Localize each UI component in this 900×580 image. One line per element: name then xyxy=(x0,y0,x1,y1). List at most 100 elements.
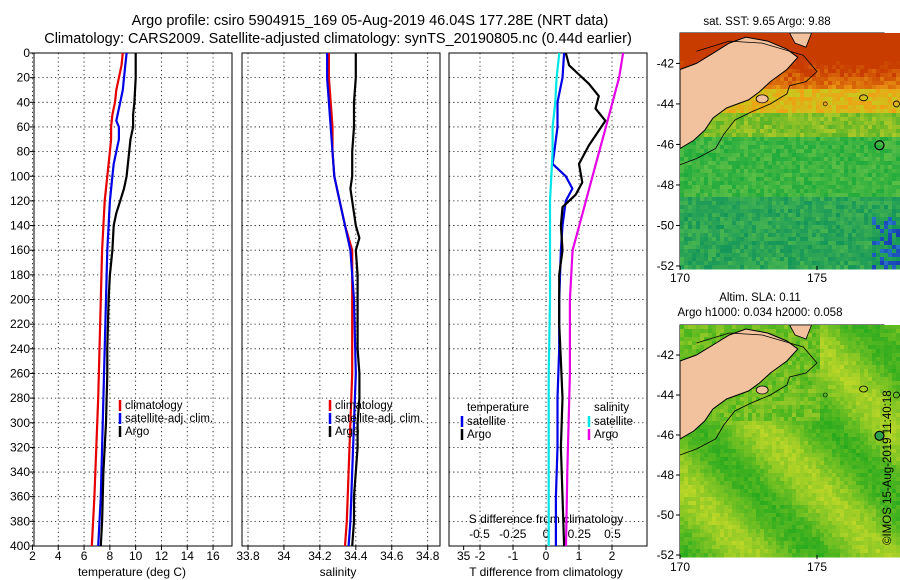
map-cell xyxy=(708,257,713,262)
map-cell xyxy=(712,245,717,250)
map-cell xyxy=(792,217,797,222)
map-cell xyxy=(872,249,877,254)
map-cell xyxy=(728,261,733,266)
map-cell xyxy=(812,165,817,170)
map-cell xyxy=(776,209,781,214)
map-cell xyxy=(692,161,697,166)
map-cell xyxy=(868,189,873,194)
map-cell xyxy=(832,229,837,234)
map-cell xyxy=(748,97,753,102)
map-cell xyxy=(684,37,689,42)
map-cell xyxy=(824,349,829,354)
map-cell xyxy=(848,37,853,42)
map-cell xyxy=(888,85,893,90)
map-cell xyxy=(844,249,849,254)
map-cell xyxy=(716,233,721,238)
map-cell xyxy=(808,349,813,354)
map-cell xyxy=(872,77,877,82)
map-cell xyxy=(700,257,705,262)
map-cell xyxy=(756,129,761,134)
map-cell xyxy=(688,237,693,242)
map-cell xyxy=(784,37,789,42)
map-cell xyxy=(892,225,897,230)
map-cell xyxy=(776,237,781,242)
map-cell xyxy=(832,141,837,146)
map-cell xyxy=(752,213,757,218)
map-cell xyxy=(784,217,789,222)
map-cell xyxy=(684,217,689,222)
map-cell xyxy=(872,125,877,130)
map-cell xyxy=(696,193,701,198)
map-cell xyxy=(736,225,741,230)
map-cell xyxy=(776,325,781,330)
map-cell xyxy=(880,57,885,62)
map-cell xyxy=(824,193,829,198)
map-cell xyxy=(800,81,805,86)
map-cell xyxy=(876,69,881,74)
map-cell xyxy=(704,329,709,334)
map-cell xyxy=(884,253,889,258)
map-cell xyxy=(784,145,789,150)
map-cell xyxy=(736,169,741,174)
map-cell xyxy=(856,221,861,226)
map-cell xyxy=(880,257,885,262)
map-cell xyxy=(792,185,797,190)
map-cell xyxy=(752,229,757,234)
map-cell xyxy=(816,49,821,54)
map-cell xyxy=(704,173,709,178)
temp-x-tick-label: 14 xyxy=(181,549,195,563)
map-cell xyxy=(888,197,893,202)
map-cell xyxy=(848,57,853,62)
map-cell xyxy=(872,61,877,66)
map-cell xyxy=(736,181,741,186)
map-cell xyxy=(808,341,813,346)
map-cell xyxy=(744,217,749,222)
map-cell xyxy=(716,177,721,182)
map-cell xyxy=(848,109,853,114)
map-cell xyxy=(820,125,825,130)
map-cell xyxy=(800,217,805,222)
map-cell xyxy=(860,353,865,358)
map-cell xyxy=(880,249,885,254)
map-cell xyxy=(728,137,733,142)
map-cell xyxy=(852,149,857,154)
map-cell xyxy=(896,65,900,70)
map-cell xyxy=(868,101,873,106)
sal-x-tick-label: 34 xyxy=(277,549,291,563)
map-cell xyxy=(808,265,813,270)
map-cell xyxy=(708,129,713,134)
map-cell xyxy=(788,245,793,250)
map-cell xyxy=(716,261,721,266)
map-cell xyxy=(856,325,861,330)
map-cell xyxy=(820,325,825,330)
map-cell xyxy=(772,245,777,250)
map-cell xyxy=(732,177,737,182)
map-cell xyxy=(804,173,809,178)
map-cell xyxy=(840,101,845,106)
map-cell xyxy=(828,97,833,102)
map-cell xyxy=(740,217,745,222)
map-cell xyxy=(792,253,797,258)
map-cell xyxy=(820,209,825,214)
map-cell xyxy=(836,329,841,334)
map-cell xyxy=(808,225,813,230)
map-cell xyxy=(764,153,769,158)
map-cell xyxy=(708,41,713,46)
map-cell xyxy=(884,357,889,362)
map-cell xyxy=(816,193,821,198)
map-cell xyxy=(756,33,761,38)
map-cell xyxy=(884,93,889,98)
map-cell xyxy=(684,169,689,174)
map-cell xyxy=(816,105,821,110)
map-cell xyxy=(684,253,689,258)
map-cell xyxy=(872,121,877,126)
map-cell xyxy=(848,177,853,182)
map-cell xyxy=(860,197,865,202)
map-cell xyxy=(876,145,881,150)
map-cell xyxy=(820,113,825,118)
map-cell xyxy=(868,141,873,146)
map-cell xyxy=(852,97,857,102)
map-cell xyxy=(828,41,833,46)
map-cell xyxy=(764,169,769,174)
map-cell xyxy=(740,129,745,134)
